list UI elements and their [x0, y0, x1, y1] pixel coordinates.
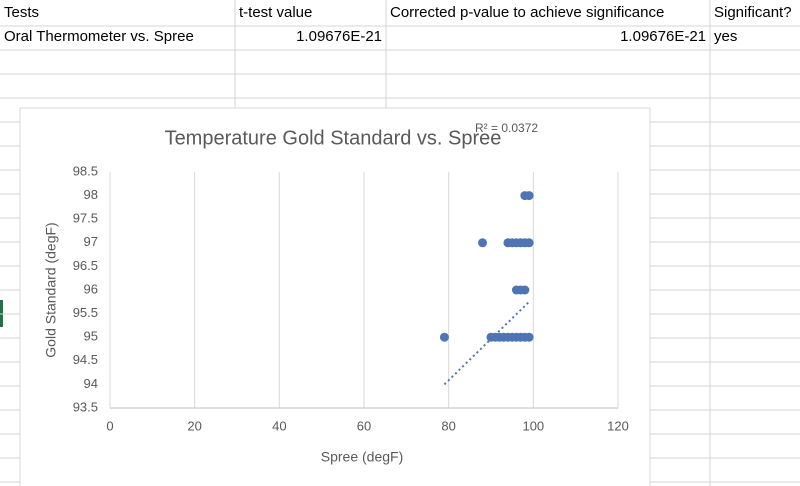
point	[524, 238, 534, 248]
x-tick-label: 120	[607, 418, 629, 433]
y-tick-label: 93.5	[73, 399, 98, 414]
y-tick-label: 95	[84, 329, 98, 344]
y-tick-label: 97.5	[73, 211, 98, 226]
header-cell: t-test value	[239, 4, 312, 21]
cell: 1.09676E-21	[620, 28, 706, 45]
y-tick-label: 96.5	[73, 258, 98, 273]
x-tick-label: 40	[272, 418, 286, 433]
y-tick-label: 98	[84, 187, 98, 202]
y-tick-label: 96	[84, 281, 98, 296]
header-cell: Corrected p-value to achieve significanc…	[390, 4, 664, 21]
x-tick-label: 100	[522, 418, 544, 433]
y-tick-label: 94.5	[73, 352, 98, 367]
y-tick-label: 98.5	[73, 163, 98, 178]
point	[524, 332, 534, 342]
cell: yes	[714, 28, 737, 45]
r-squared: R² = 0.0372	[475, 121, 538, 135]
chart-area	[19, 107, 651, 486]
point	[439, 332, 449, 342]
x-tick-label: 80	[441, 418, 455, 433]
point	[478, 238, 488, 248]
y-tick-label: 95.5	[73, 305, 98, 320]
x-axis-label: Spree (degF)	[321, 449, 403, 465]
header-cell: Significant?	[714, 4, 792, 21]
x-tick-label: 20	[187, 418, 201, 433]
point	[524, 191, 534, 201]
chart-title: Temperature Gold Standard vs. Spree	[165, 127, 502, 149]
point	[520, 285, 530, 295]
x-tick-label: 0	[106, 418, 113, 433]
y-axis-label: Gold Standard (degF)	[43, 222, 59, 357]
cell: Oral Thermometer vs. Spree	[4, 28, 194, 45]
y-tick-label: 94	[84, 376, 98, 391]
y-tick-label: 97	[84, 234, 98, 249]
x-tick-label: 60	[357, 418, 371, 433]
header-cell: Tests	[4, 4, 39, 21]
cell: 1.09676E-21	[296, 28, 382, 45]
